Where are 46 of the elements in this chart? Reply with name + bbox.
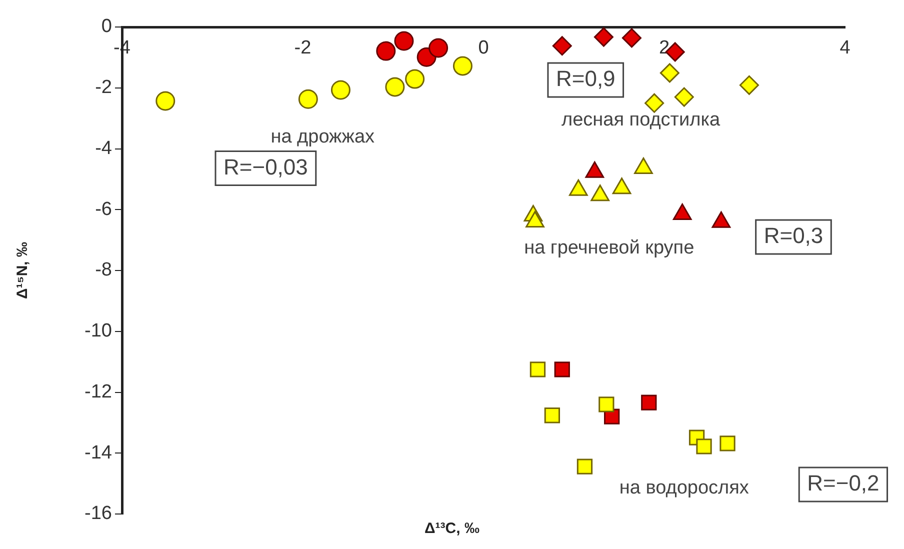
annotation: R=0,9 xyxy=(556,66,616,92)
point xyxy=(452,56,472,76)
point xyxy=(598,396,614,412)
point xyxy=(552,36,572,56)
point xyxy=(376,41,396,61)
point xyxy=(641,394,657,410)
y-tick-label: -6 xyxy=(95,198,112,220)
annotation: на гречневой крупе xyxy=(524,238,694,259)
point xyxy=(660,63,680,83)
point xyxy=(594,27,614,47)
point xyxy=(428,38,448,58)
point xyxy=(674,87,694,107)
x-tick-label: 0 xyxy=(478,38,489,59)
annotation: R=−0,2 xyxy=(807,470,880,496)
y-tick-label: -8 xyxy=(95,260,112,281)
y-tick-label: 0 xyxy=(101,16,112,38)
point xyxy=(530,362,546,378)
point xyxy=(739,75,759,95)
point xyxy=(696,438,712,454)
point xyxy=(622,28,642,48)
point xyxy=(554,362,570,378)
point xyxy=(644,93,664,113)
x-tick-label: -2 xyxy=(294,38,312,59)
annotation: лесная подстилка xyxy=(561,109,720,130)
x-axis-title: Δ¹³C, ‰ xyxy=(424,520,480,537)
y-axis-title: Δ¹⁵N, ‰ xyxy=(14,242,32,299)
annotation: R=−0,03 xyxy=(223,154,308,180)
annotation: на дрожжах xyxy=(270,126,376,148)
point xyxy=(576,458,593,474)
point xyxy=(298,89,318,109)
annotation: R=0,3 xyxy=(764,223,824,248)
point xyxy=(156,91,176,111)
y-tick-label: -4 xyxy=(95,138,112,159)
point xyxy=(405,69,425,89)
y-tick-label: -14 xyxy=(84,442,112,464)
y-tick-label: -10 xyxy=(84,320,112,342)
point xyxy=(544,408,560,424)
y-tick-label: -12 xyxy=(84,381,112,402)
point xyxy=(330,80,350,100)
annotation: на водорослях xyxy=(619,478,750,499)
y-tick-label: -2 xyxy=(95,77,112,98)
y-tick-label: -16 xyxy=(84,503,112,524)
point xyxy=(385,77,405,97)
point xyxy=(394,31,414,51)
x-tick-label: 4 xyxy=(840,38,851,59)
point xyxy=(720,436,736,452)
